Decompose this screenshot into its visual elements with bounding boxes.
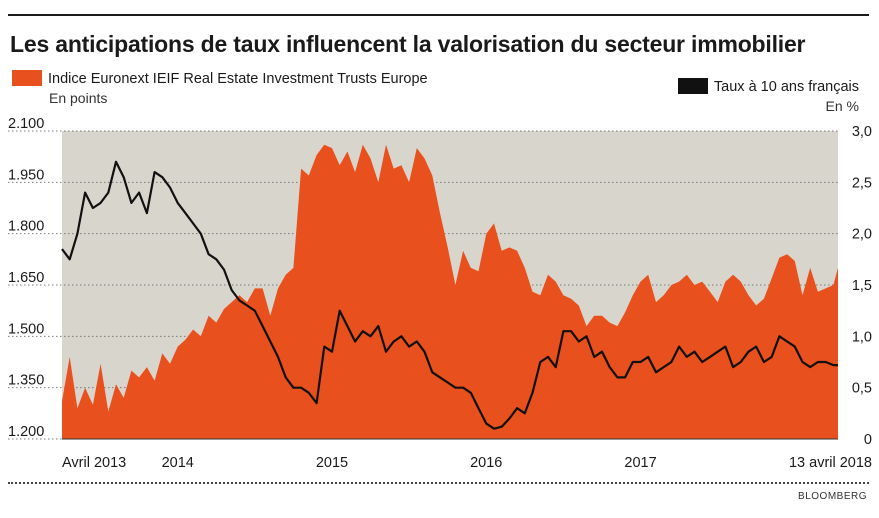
x-axis-tick-label: 2016 (470, 455, 502, 471)
x-axis-tick-label: Avril 2013 (62, 455, 126, 471)
right-axis-tick-label: 2,0 (852, 227, 872, 243)
legend-swatch-black (677, 78, 708, 94)
legend-area-series: Indice Euronext IEIF Real Estate Investm… (12, 70, 428, 108)
left-axis-tick-label: 1.500 (8, 321, 44, 337)
top-rule (8, 14, 869, 16)
right-axis-tick-label: 2,5 (852, 175, 872, 191)
legend-area-unit: En points (49, 90, 108, 106)
series-area-reit-index (62, 144, 838, 439)
left-axis-tick-label: 1.650 (8, 270, 44, 286)
right-axis-tick-label: 1,5 (852, 278, 872, 294)
source-label: BLOOMBERG (798, 491, 867, 502)
x-axis-tick-label: 2017 (624, 455, 656, 471)
legend-area-label: Indice Euronext IEIF Real Estate Investm… (48, 71, 428, 87)
left-axis-tick-label: 1.350 (8, 373, 44, 389)
right-axis-tick-label: 0,5 (852, 381, 872, 397)
x-axis-tick-label: 2015 (316, 455, 348, 471)
bottom-rule (8, 482, 869, 484)
x-axis-tick-label: 2014 (162, 455, 194, 471)
right-axis-tick-label: 0 (864, 432, 872, 448)
left-axis-tick-label: 1.950 (8, 167, 44, 183)
right-axis-tick-label: 1,0 (852, 329, 872, 345)
legend-line-series: Taux à 10 ans français En % (677, 78, 859, 116)
right-axis-tick-label: 3,0 (852, 124, 872, 140)
legend-swatch-orange (12, 70, 42, 86)
legend-line-label: Taux à 10 ans français (713, 79, 859, 95)
left-axis-tick-label: 1.800 (8, 219, 44, 235)
chart-title: Les anticipations de taux influencent la… (10, 31, 806, 57)
legend-line-unit: En % (825, 98, 859, 114)
left-axis-tick-label: 2.100 (8, 116, 44, 132)
left-axis-tick-label: 1.200 (8, 424, 44, 440)
x-axis-tick-label: 13 avril 2018 (789, 455, 872, 471)
series-line-10y-rate (61, 160, 838, 430)
